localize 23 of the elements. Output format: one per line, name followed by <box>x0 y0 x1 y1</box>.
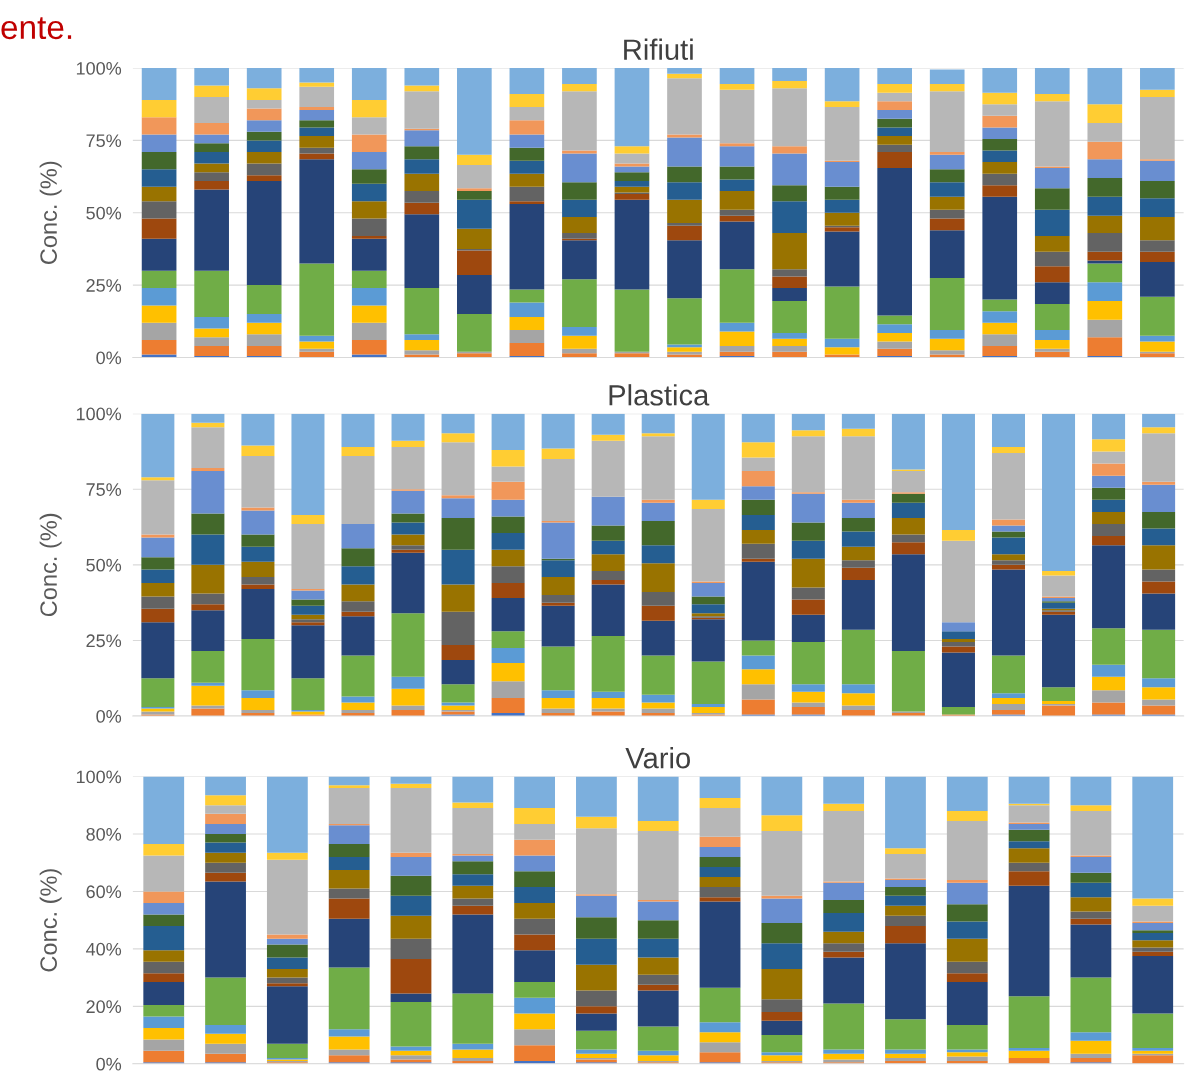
y-tick-label: 100% <box>76 61 122 75</box>
y-tick-label: 25% <box>86 634 122 648</box>
y-tick-label: 60% <box>86 885 122 899</box>
y-tick-label: 75% <box>86 483 122 496</box>
y-tick-label: 80% <box>86 827 122 841</box>
y-axis-title: Conc. (%) <box>39 513 62 617</box>
y-tick-label: 25% <box>86 279 122 292</box>
chart-title: Plastica <box>609 384 710 406</box>
y-axis-title: Conc. (%) <box>39 869 62 972</box>
y-tick-label: 100% <box>76 407 122 421</box>
y-tick-label: 100% <box>76 770 122 784</box>
y-axis-title: Conc. (%) <box>39 161 62 265</box>
text: ente. <box>1 17 72 40</box>
y-tick-label: 0% <box>96 351 122 365</box>
y-tick-label: 20% <box>86 1000 122 1014</box>
chart-title: Rifiuti <box>624 38 693 60</box>
y-tick-label: 0% <box>96 709 122 723</box>
chart-title: Vario <box>625 747 690 769</box>
y-tick-label: 0% <box>96 1057 122 1071</box>
y-tick-label: 50% <box>86 206 122 220</box>
y-tick-label: 50% <box>86 558 122 572</box>
y-tick-label: 40% <box>86 942 122 956</box>
y-tick-label: 75% <box>86 134 122 148</box>
